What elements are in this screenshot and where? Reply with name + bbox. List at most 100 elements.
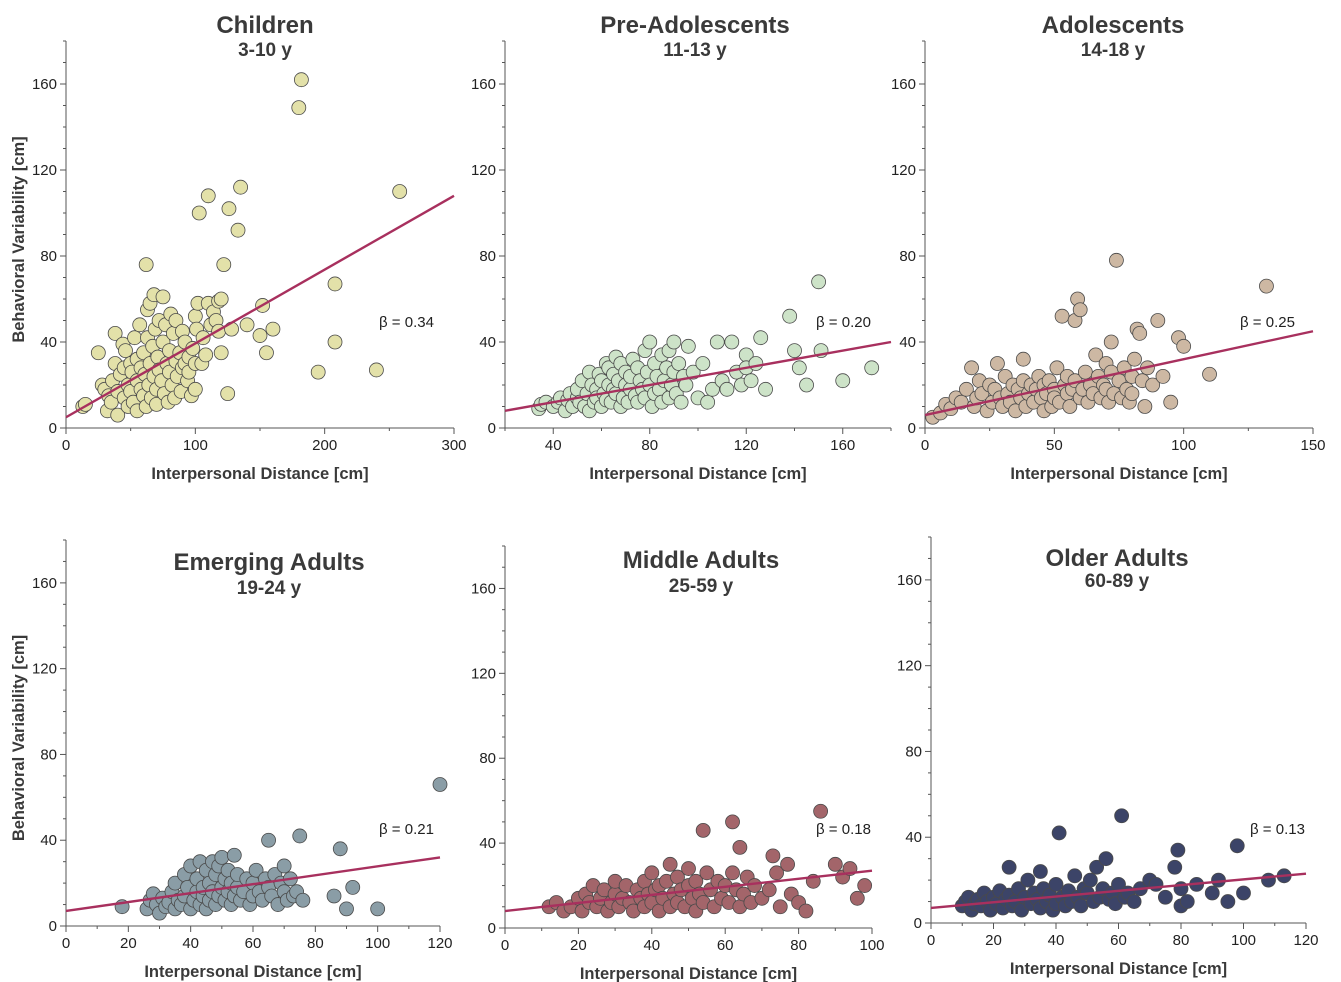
data-point — [1103, 334, 1119, 350]
panel-subtitle: 14-18 y — [1081, 40, 1146, 61]
data-point — [1155, 368, 1171, 384]
data-point — [132, 317, 148, 333]
data-point — [1032, 864, 1048, 879]
data-point — [769, 865, 784, 881]
data-point — [1067, 868, 1083, 884]
y-tick-label: 160 — [897, 572, 922, 589]
y-tick-label: 80 — [905, 743, 922, 760]
scatter-panel: 0 40 80 120 160 40 80 120 160 Pre-Adolescents11-1… — [471, 12, 892, 483]
x-tick-label: 0 — [921, 437, 929, 454]
panel-title: Emerging Adults — [173, 549, 364, 576]
data-point — [1062, 399, 1078, 414]
data-point — [813, 803, 829, 819]
data-point — [1220, 894, 1236, 909]
data-point — [1204, 885, 1220, 901]
data-point — [765, 848, 781, 864]
panel-subtitle: 19-24 y — [237, 578, 302, 599]
data-point — [368, 362, 384, 378]
data-point — [747, 878, 762, 893]
data-point — [326, 888, 342, 904]
y-tick-label: 80 — [899, 248, 916, 265]
data-point — [118, 343, 133, 359]
scatter-panel: 0 40 80 120 160 0 20 40 60 80 100 120 Emerging Adult… — [10, 539, 453, 981]
data-point — [772, 899, 788, 915]
panel-subtitle: 11-13 y — [663, 40, 727, 61]
data-point — [1089, 859, 1105, 875]
y-tick-label: 40 — [40, 334, 57, 351]
data-point — [265, 321, 281, 337]
x-tick-label: 40 — [545, 437, 562, 454]
data-point — [1167, 859, 1183, 875]
data-point — [1261, 872, 1276, 888]
data-point — [339, 901, 354, 917]
x-tick-label: 0 — [62, 935, 70, 952]
data-point — [276, 858, 292, 874]
y-tick-label: 40 — [899, 334, 916, 351]
data-point — [110, 407, 126, 423]
data-point — [753, 330, 769, 346]
y-tick-label: 40 — [40, 832, 57, 849]
data-point — [1020, 872, 1036, 888]
y-tick-label: 0 — [49, 420, 57, 437]
y-tick-label: 80 — [479, 750, 496, 767]
x-tick-label: 200 — [312, 437, 337, 454]
data-point — [1054, 308, 1070, 324]
data-point — [90, 345, 106, 361]
data-point — [666, 334, 682, 350]
data-point — [1145, 377, 1161, 393]
x-axis-label: Interpersonal Distance [cm] — [1010, 465, 1227, 483]
data-point — [1051, 825, 1067, 841]
data-point — [791, 360, 807, 376]
data-point — [432, 777, 448, 792]
data-point — [1124, 386, 1140, 402]
data-point — [709, 334, 725, 350]
regression-line — [504, 869, 873, 913]
x-tick-label: 50 — [1046, 437, 1063, 454]
x-axis-label: Interpersonal Distance [cm] — [580, 965, 797, 982]
y-tick-label: 120 — [471, 665, 496, 682]
x-tick-label: 40 — [643, 937, 660, 954]
data-point — [1229, 838, 1245, 854]
data-point — [1148, 877, 1164, 892]
data-point — [187, 381, 203, 397]
data-point — [155, 289, 171, 305]
data-point — [216, 257, 232, 273]
data-point — [327, 276, 343, 292]
data-point — [644, 865, 660, 881]
data-point — [1114, 808, 1130, 824]
panel-title: Children — [216, 12, 313, 39]
data-point — [1098, 851, 1114, 867]
data-point — [293, 72, 309, 88]
data-point — [827, 856, 843, 872]
data-point — [1179, 894, 1195, 909]
data-point — [958, 381, 974, 397]
data-point — [370, 901, 386, 917]
x-tick-label: 120 — [427, 935, 452, 952]
data-point — [233, 179, 249, 195]
y-tick-label: 160 — [32, 76, 57, 93]
data-point — [259, 345, 274, 361]
data-point — [191, 205, 207, 221]
data-point — [214, 849, 230, 865]
x-tick-label: 100 — [365, 935, 390, 952]
data-point — [200, 188, 216, 204]
data-point — [743, 373, 759, 389]
data-point — [787, 343, 802, 359]
y-tick-label: 160 — [891, 76, 916, 93]
data-point — [1137, 399, 1153, 414]
data-point — [1073, 898, 1089, 914]
data-point — [239, 317, 255, 333]
y-tick-label: 120 — [32, 162, 57, 179]
data-point — [725, 865, 740, 881]
y-tick-label: 120 — [471, 162, 496, 179]
x-tick-label: 80 — [641, 437, 658, 454]
data-point — [392, 184, 408, 199]
data-point — [700, 394, 716, 410]
data-point — [681, 861, 696, 876]
data-point — [680, 338, 696, 354]
data-point — [780, 856, 795, 872]
panel-title: Middle Adults — [623, 547, 779, 574]
panel-title: Older Adults — [1045, 545, 1188, 572]
y-tick-label: 160 — [32, 575, 57, 592]
